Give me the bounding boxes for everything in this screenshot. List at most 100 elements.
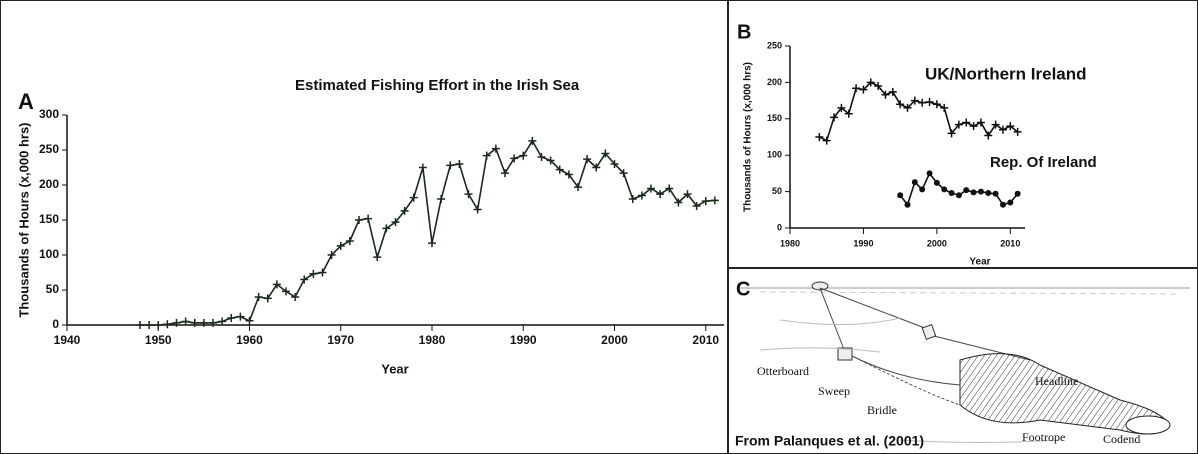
point — [963, 187, 969, 193]
point — [852, 84, 860, 92]
point — [823, 137, 831, 145]
y-tick-label: 200 — [39, 177, 59, 191]
point — [474, 206, 482, 214]
y-tick-label: 0 — [52, 317, 59, 331]
y-tick-label: 0 — [777, 222, 782, 232]
point — [300, 276, 308, 284]
series-label: Rep. Of Ireland — [990, 154, 1097, 171]
point — [815, 133, 823, 141]
point — [711, 196, 719, 204]
point — [956, 192, 962, 198]
point — [346, 237, 354, 245]
illustration-label: Footrope — [1022, 430, 1065, 444]
series-line — [900, 173, 1018, 204]
point — [629, 195, 637, 203]
series-label: UK/Northern Ireland — [925, 64, 1087, 83]
y-tick-label: 50 — [772, 186, 782, 196]
trawl-illustration — [740, 282, 1190, 443]
point — [145, 321, 153, 329]
y-tick-label: 250 — [39, 142, 59, 156]
x-tick-label: 2010 — [692, 333, 719, 347]
point — [919, 186, 925, 192]
point — [446, 161, 454, 169]
point — [501, 169, 509, 177]
point — [227, 314, 235, 322]
y-tick-label: 100 — [39, 247, 59, 261]
y-axis-label: Thousands of Hours (x,000 hrs) — [743, 62, 754, 212]
point — [905, 202, 911, 208]
point — [428, 239, 436, 247]
chart: Estimated Fishing Effort in the Irish Se… — [16, 77, 724, 376]
y-tick-label: 250 — [767, 40, 782, 50]
point — [949, 190, 955, 196]
point — [373, 253, 381, 261]
point — [933, 100, 941, 108]
point — [940, 104, 948, 112]
x-tick-label: 1950 — [145, 333, 172, 347]
point — [528, 137, 536, 145]
point — [993, 191, 999, 197]
point — [163, 320, 171, 328]
point — [255, 293, 263, 301]
y-tick-label: 150 — [767, 113, 782, 123]
series-line — [140, 141, 715, 325]
point — [455, 160, 463, 168]
point — [977, 118, 985, 126]
point — [236, 313, 244, 321]
x-tick-label: 1990 — [853, 238, 873, 248]
point — [246, 317, 254, 325]
y-tick-label: 150 — [39, 212, 59, 226]
otterboard — [922, 325, 936, 340]
point — [889, 88, 897, 96]
x-tick-label: 1960 — [236, 333, 263, 347]
y-tick-label: 100 — [767, 150, 782, 160]
illustration-label: Sweep — [818, 384, 850, 398]
panel-letter: A — [18, 89, 34, 114]
x-tick-label: 1980 — [780, 238, 800, 248]
x-axis-label: Year — [969, 257, 990, 268]
point — [1007, 200, 1013, 206]
illustration-label: Bridle — [867, 403, 897, 417]
point — [364, 215, 372, 223]
point — [918, 99, 926, 107]
x-tick-label: 2010 — [1000, 238, 1020, 248]
x-axis-label: Year — [381, 361, 408, 376]
point — [419, 164, 427, 172]
point — [985, 190, 991, 196]
point — [934, 180, 940, 186]
point — [309, 270, 317, 278]
point — [912, 179, 918, 185]
y-axis-label: Thousands of Hours (x,000 hrs) — [16, 122, 31, 317]
point — [1000, 202, 1006, 208]
point — [355, 216, 363, 224]
point — [437, 195, 445, 203]
point — [970, 122, 978, 130]
point — [510, 154, 518, 162]
point — [136, 321, 144, 329]
page: C Otterboard Sweep Bridle Headline Footr… — [0, 0, 1198, 454]
y-tick-label: 50 — [46, 282, 60, 296]
point — [538, 153, 546, 161]
point — [897, 192, 903, 198]
illustration-label: Codend — [1103, 432, 1140, 446]
point — [264, 294, 272, 302]
chart-title: Estimated Fishing Effort in the Irish Se… — [295, 77, 580, 94]
point — [927, 170, 933, 176]
y-tick-label: 200 — [767, 77, 782, 87]
point — [154, 321, 162, 329]
otterboard — [838, 348, 852, 360]
illustration-label: Otterboard — [757, 364, 809, 378]
point — [962, 118, 970, 126]
panel-letter: C — [736, 278, 750, 300]
warp — [820, 288, 930, 352]
point — [702, 197, 710, 205]
sweep — [860, 360, 960, 405]
point — [319, 269, 327, 277]
x-tick-label: 1940 — [54, 333, 81, 347]
surface — [760, 292, 1180, 294]
figure: C Otterboard Sweep Bridle Headline Footr… — [0, 0, 1198, 454]
point — [519, 152, 527, 160]
x-tick-label: 1970 — [327, 333, 354, 347]
illustration-label: Headline — [1035, 374, 1078, 388]
